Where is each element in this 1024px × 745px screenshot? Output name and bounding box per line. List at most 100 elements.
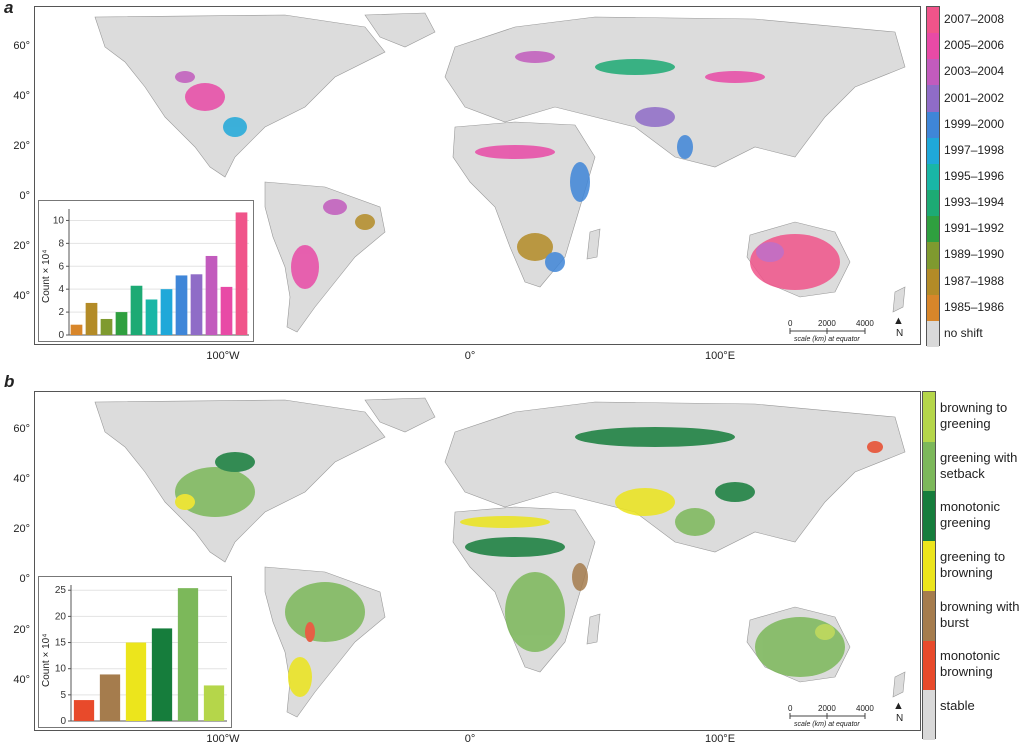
europe-asia-shape bbox=[444, 401, 906, 553]
lat-label: 40° bbox=[13, 90, 30, 102]
scale-caption: scale (km) at equator bbox=[794, 721, 860, 728]
lon-label: 100°W bbox=[206, 350, 240, 362]
bar bbox=[99, 674, 121, 721]
legend-label: 1985–1986 bbox=[944, 299, 1005, 314]
legend-label: monotonic greening bbox=[940, 499, 1000, 531]
legend-swatch bbox=[927, 320, 939, 347]
legend-swatch bbox=[927, 59, 939, 86]
legend-label: 2001–2002 bbox=[944, 90, 1005, 105]
legend-b: browning to greening greening with setbac… bbox=[922, 391, 1024, 740]
lat-label: 20° bbox=[13, 240, 30, 252]
lat-label: 40° bbox=[13, 290, 30, 302]
legend-swatch bbox=[927, 111, 939, 138]
chart-b-ylabel: Count × 10⁴ bbox=[41, 633, 52, 687]
north-arrow-icon: ▲ bbox=[893, 700, 904, 712]
world-map-b bbox=[94, 397, 906, 718]
scale-tick-4000: 4000 bbox=[856, 704, 874, 713]
chart-a-ylabel: Count × 10⁴ bbox=[41, 249, 52, 303]
legend-swatch bbox=[927, 216, 939, 243]
south-america-shape bbox=[264, 181, 386, 333]
legend-swatch bbox=[923, 441, 935, 492]
legend-swatch bbox=[923, 640, 935, 691]
bar bbox=[73, 700, 95, 721]
scale-tick-4000: 4000 bbox=[856, 319, 874, 328]
bar bbox=[145, 299, 158, 335]
bar bbox=[70, 324, 83, 335]
scale-tick-2000: 2000 bbox=[818, 319, 836, 328]
y-tick-label: 0 bbox=[58, 330, 64, 341]
new-zealand-shape bbox=[892, 286, 906, 313]
bar-chart-b: 0 5 10 15 20 25 bbox=[55, 585, 227, 727]
y-tick-label: 8 bbox=[58, 238, 64, 249]
y-tick-label: 5 bbox=[60, 690, 66, 701]
legend-label: stable bbox=[940, 698, 975, 714]
greenland-shape bbox=[364, 12, 436, 48]
legend-swatch bbox=[923, 491, 935, 542]
legend-a: 2007–2008 2005–2006 2003–2004 2001–2002 1999… bbox=[926, 6, 1024, 347]
world-map-a bbox=[94, 12, 906, 333]
legend-swatch bbox=[923, 690, 935, 740]
legend-label: monotonic browning bbox=[940, 648, 1000, 680]
greenland-shape bbox=[364, 397, 436, 433]
bar bbox=[160, 289, 173, 335]
lat-label: 60° bbox=[13, 423, 30, 435]
y-tick-label: 6 bbox=[58, 261, 64, 272]
legend-label: 1989–1990 bbox=[944, 247, 1005, 262]
panel-a-letter: a bbox=[4, 0, 14, 17]
europe-asia-shape bbox=[444, 16, 906, 168]
bar bbox=[85, 302, 98, 335]
legend-swatch bbox=[927, 268, 939, 295]
legend-swatch bbox=[927, 33, 939, 60]
lat-label: 0° bbox=[19, 190, 30, 202]
y-tick-label: 20 bbox=[55, 611, 67, 622]
legend-label: 1987–1988 bbox=[944, 273, 1005, 288]
legend-label: 1991–1992 bbox=[944, 221, 1005, 236]
legend-label: 1999–2000 bbox=[944, 116, 1005, 131]
lat-label: 40° bbox=[13, 674, 30, 686]
north-label: N bbox=[896, 328, 904, 339]
legend-label: greening to browning bbox=[940, 549, 1006, 580]
bar bbox=[220, 286, 233, 335]
lat-label: 20° bbox=[13, 140, 30, 152]
new-zealand-shape bbox=[892, 671, 906, 698]
bar bbox=[130, 285, 143, 335]
bar bbox=[177, 588, 199, 721]
madagascar-shape bbox=[586, 613, 601, 645]
bar bbox=[115, 312, 128, 335]
lon-label: 100°W bbox=[206, 733, 240, 745]
scale-caption: scale (km) at equator bbox=[794, 336, 860, 343]
lat-label: 0° bbox=[19, 573, 30, 585]
north-america-shape bbox=[94, 14, 386, 178]
lon-label: 100°E bbox=[704, 733, 736, 745]
bar bbox=[205, 255, 218, 335]
legend-label: 2005–2006 bbox=[944, 38, 1005, 53]
legend-swatch bbox=[927, 294, 939, 321]
lon-label: 0° bbox=[464, 733, 476, 745]
panel-b-letter: b bbox=[4, 372, 15, 391]
lon-label: 0° bbox=[464, 350, 476, 362]
legend-swatch bbox=[927, 163, 939, 191]
legend-label: 1993–1994 bbox=[944, 195, 1005, 210]
legend-swatch bbox=[923, 541, 935, 591]
legend-swatch bbox=[927, 7, 939, 34]
bar bbox=[151, 628, 173, 721]
y-tick-label: 2 bbox=[58, 307, 64, 318]
y-tick-label: 4 bbox=[58, 284, 64, 295]
legend-label: no shift bbox=[944, 325, 983, 340]
madagascar-shape bbox=[586, 228, 601, 260]
bar bbox=[100, 318, 113, 335]
y-tick-label: 15 bbox=[55, 638, 67, 649]
lat-label: 20° bbox=[13, 624, 30, 636]
bar bbox=[235, 212, 248, 335]
lat-label: 60° bbox=[13, 40, 30, 52]
legend-label: 1997–1998 bbox=[944, 142, 1005, 157]
legend-swatch bbox=[927, 137, 939, 164]
panel-b-map: 0 5 10 15 20 25 Count × 10⁴ 0 2000 4000 scale… bbox=[34, 391, 921, 731]
legend-label: 2007–2008 bbox=[944, 12, 1005, 27]
scale-tick-2000: 2000 bbox=[818, 704, 836, 713]
inset-chart-a: 0 2 4 6 8 10 Count × 10⁴ bbox=[38, 200, 254, 342]
legend-swatch bbox=[927, 85, 939, 112]
scale-tick-0: 0 bbox=[788, 319, 793, 328]
north-label: N bbox=[896, 713, 904, 724]
legend-label: browning to greening bbox=[940, 399, 1008, 431]
